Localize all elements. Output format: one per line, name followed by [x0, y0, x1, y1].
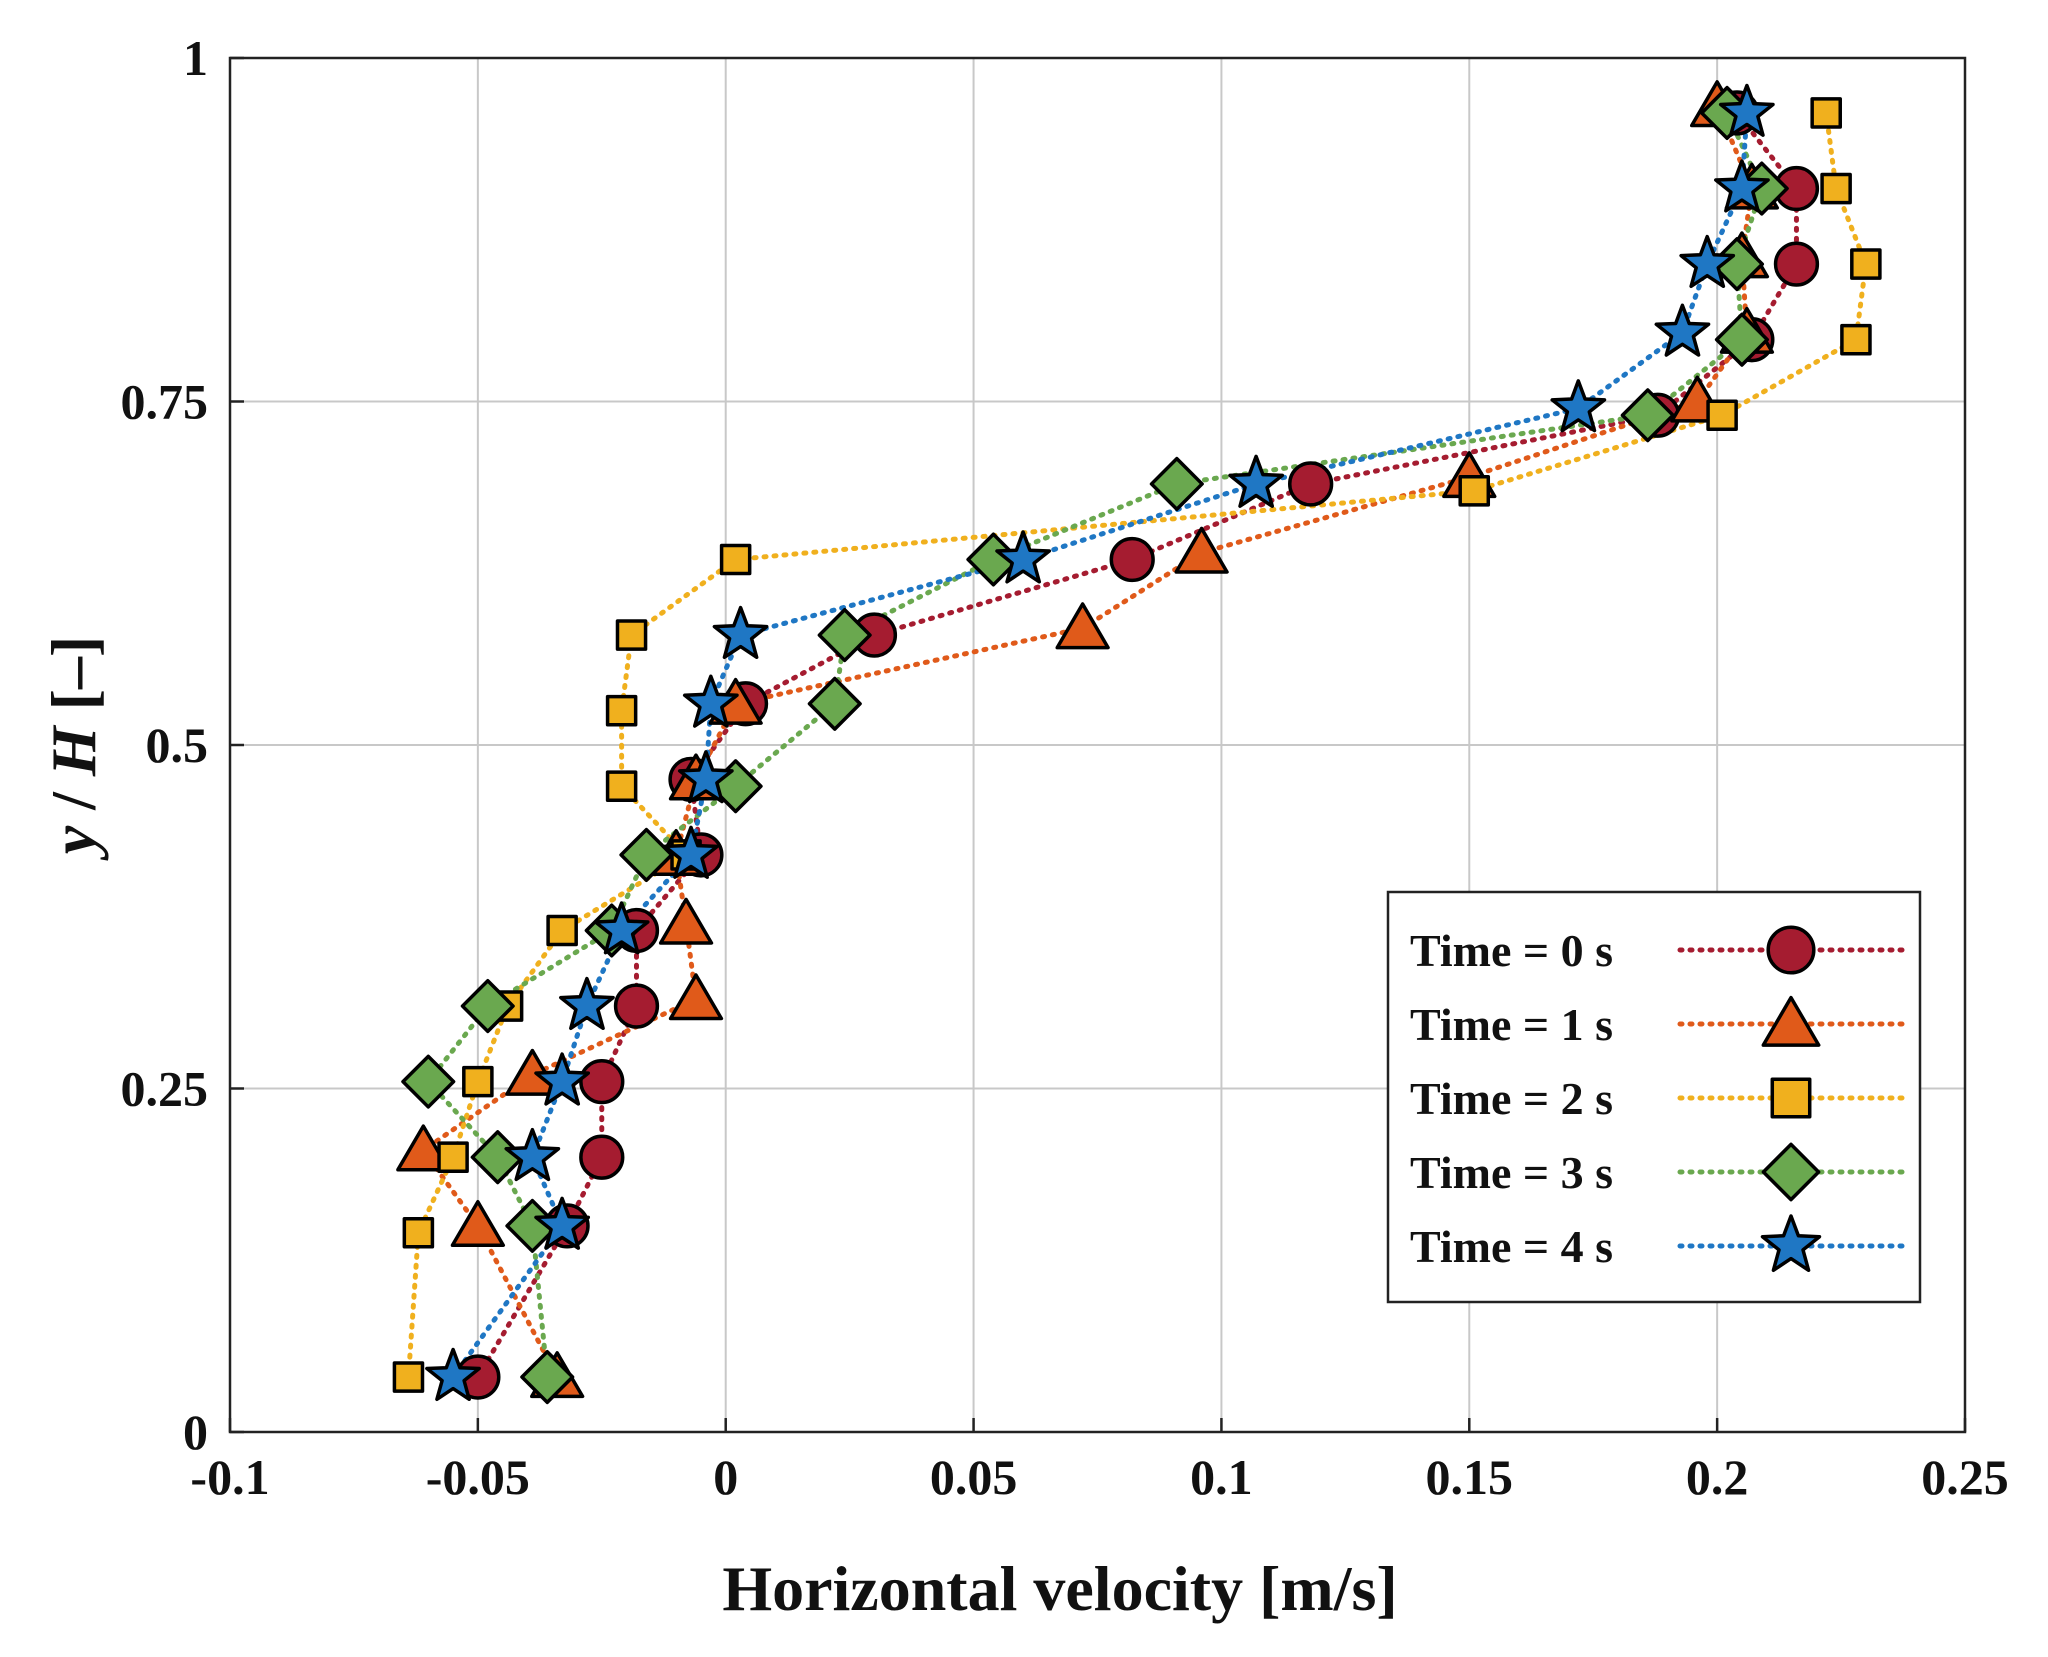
axes: -0.1 -0.05 0 0.05 0.1 0.15 0.2 0.25 0 0.25 0.5 0.75… — [121, 30, 2009, 1505]
data-point — [1620, 388, 1675, 443]
data-point — [1174, 526, 1229, 574]
data-point — [1773, 241, 1820, 287]
data-point — [546, 914, 578, 947]
series-markers-2 — [392, 97, 1882, 1393]
data-point — [719, 543, 752, 576]
legend-marker — [1770, 1077, 1812, 1119]
data-point — [593, 901, 650, 955]
data-point — [1810, 97, 1842, 129]
y-axis-unit: [–] — [38, 636, 109, 727]
y-axis-var-h: H — [38, 724, 109, 777]
legend: Time = 0 s Time = 1 s Time = 2 s Time = 3 s… — [1386, 890, 1922, 1304]
y-tick-label: 0.75 — [121, 374, 209, 430]
series-2 — [405, 110, 1869, 1380]
series-layer — [392, 80, 1882, 1405]
legend-label: Time = 3 s — [1410, 1147, 1613, 1198]
series-markers-4 — [425, 83, 1775, 1402]
data-point — [425, 1347, 481, 1402]
x-tick-label: 0.1 — [1190, 1449, 1253, 1505]
legend-marker — [1761, 1142, 1821, 1202]
x-tick-label: 0.05 — [930, 1449, 1018, 1505]
data-point — [605, 770, 638, 803]
data-point — [1550, 379, 1607, 433]
data-point — [579, 1134, 625, 1180]
data-point — [504, 1127, 561, 1182]
y-tick-label: 0.25 — [121, 1061, 209, 1117]
data-point — [613, 983, 660, 1029]
y-axis-separator: / — [38, 776, 109, 826]
legend-marker — [1760, 1214, 1822, 1273]
data-point — [615, 619, 648, 651]
data-point — [663, 825, 719, 879]
x-tick-label: 0.2 — [1686, 1449, 1749, 1505]
data-point — [392, 1361, 425, 1393]
data-point — [1706, 399, 1738, 432]
data-point — [1679, 234, 1736, 289]
data-point — [1055, 602, 1110, 650]
y-axis-title: y / H [–] — [38, 636, 109, 862]
data-point — [1718, 83, 1775, 137]
data-point — [1714, 312, 1769, 367]
x-tick-label: -0.1 — [190, 1449, 269, 1505]
data-point — [460, 979, 515, 1034]
data-point — [1714, 159, 1770, 213]
data-point — [1288, 461, 1334, 507]
legend-marker — [1761, 995, 1821, 1047]
data-point — [682, 674, 739, 728]
data-point — [1228, 454, 1285, 508]
x-axis-title: Horizontal velocity [m/s] — [722, 1553, 1397, 1624]
data-point — [668, 973, 724, 1021]
data-point — [1840, 323, 1872, 356]
data-point — [520, 1349, 575, 1405]
legend-label: Time = 2 s — [1410, 1073, 1613, 1124]
y-tick-label: 0.5 — [146, 717, 209, 773]
series-line — [475, 110, 1799, 1380]
legend-label: Time = 0 s — [1410, 925, 1613, 976]
data-point — [1458, 475, 1491, 507]
data-point — [559, 976, 615, 1031]
data-point — [807, 676, 862, 731]
data-point — [605, 694, 638, 727]
data-point — [1109, 536, 1155, 583]
data-point — [462, 1065, 494, 1098]
data-point — [437, 1141, 469, 1173]
data-point — [450, 1199, 506, 1248]
legend-marker — [1766, 925, 1816, 975]
x-tick-label: 0.25 — [1921, 1449, 2009, 1505]
data-point — [396, 1124, 451, 1172]
data-point — [817, 608, 872, 663]
y-tick-label: 1 — [183, 30, 208, 86]
series-0 — [475, 110, 1799, 1380]
data-point — [1820, 172, 1852, 205]
data-point — [401, 1054, 456, 1109]
series-line — [405, 110, 1869, 1380]
x-tick-label: -0.05 — [426, 1449, 530, 1505]
data-point — [658, 897, 714, 945]
data-point — [534, 1052, 591, 1106]
series-line — [419, 103, 1755, 1380]
data-point — [402, 1216, 435, 1249]
data-point — [534, 1196, 591, 1250]
legend-label: Time = 4 s — [1410, 1221, 1613, 1272]
x-tick-label: 0.15 — [1426, 1449, 1514, 1505]
data-point — [712, 605, 769, 660]
legend-label: Time = 1 s — [1410, 999, 1613, 1050]
x-tick-label: 0 — [713, 1449, 738, 1505]
data-point — [579, 1058, 625, 1105]
data-point — [1654, 303, 1711, 357]
data-point — [1850, 248, 1882, 280]
y-tick-label: 0 — [183, 1404, 208, 1460]
data-point — [677, 750, 734, 804]
series-1 — [419, 103, 1755, 1380]
data-point — [1149, 456, 1204, 511]
data-point — [995, 530, 1052, 584]
